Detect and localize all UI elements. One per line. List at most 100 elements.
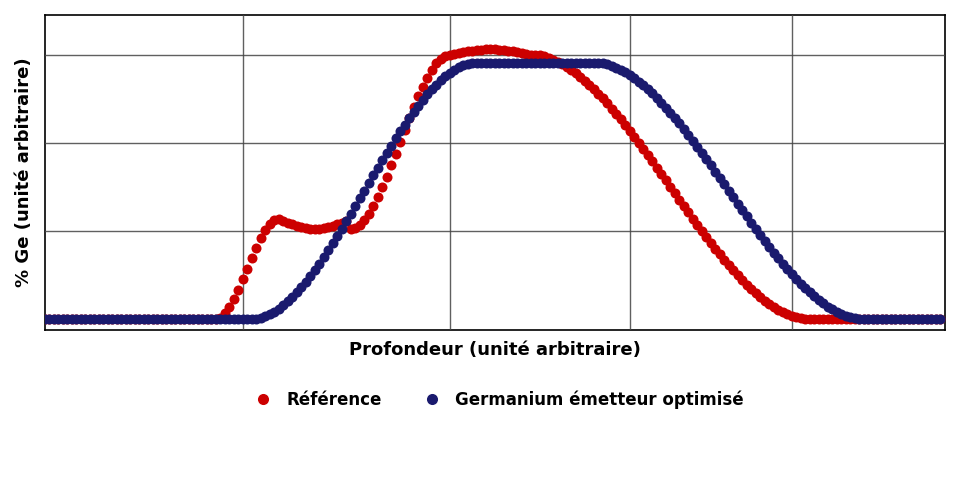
Point	[577, 59, 592, 66]
Point	[537, 53, 552, 61]
Point	[829, 308, 845, 316]
Point	[784, 270, 800, 278]
Point	[334, 225, 349, 233]
Point	[73, 315, 88, 323]
Point	[699, 155, 714, 163]
Point	[96, 315, 111, 323]
Point	[852, 315, 867, 323]
Point	[843, 313, 858, 321]
Point	[465, 47, 480, 55]
Point	[262, 220, 277, 228]
Point	[627, 133, 642, 141]
Point	[771, 254, 786, 262]
Point	[492, 46, 507, 54]
Point	[483, 45, 498, 53]
Point	[897, 315, 912, 323]
Point	[712, 174, 728, 182]
Point	[744, 219, 759, 226]
Point	[113, 315, 129, 323]
Point	[717, 256, 732, 264]
Point	[185, 315, 201, 323]
Point	[416, 82, 431, 90]
Point	[838, 312, 853, 320]
Point	[848, 315, 863, 323]
Point	[744, 285, 759, 293]
Point	[460, 60, 475, 68]
Point	[510, 59, 525, 66]
Point	[762, 300, 778, 308]
Point	[321, 246, 336, 254]
Point	[784, 312, 800, 320]
Point	[622, 71, 637, 79]
Point	[883, 315, 899, 323]
Point	[388, 134, 403, 142]
Point	[123, 315, 138, 323]
Point	[73, 315, 88, 323]
Point	[587, 59, 602, 66]
Point	[681, 208, 696, 216]
Point	[518, 59, 534, 66]
Point	[465, 59, 480, 67]
Point	[86, 315, 102, 323]
Point	[64, 315, 80, 323]
Point	[825, 305, 840, 313]
Point	[654, 99, 669, 106]
Point	[632, 78, 647, 85]
Point	[424, 66, 440, 74]
Point	[555, 60, 570, 68]
Point	[384, 162, 399, 169]
Point	[875, 315, 890, 323]
Point	[113, 315, 129, 323]
Point	[676, 202, 691, 210]
Point	[924, 315, 939, 323]
Point	[892, 315, 907, 323]
Point	[920, 315, 935, 323]
Point	[600, 100, 615, 107]
Point	[46, 315, 61, 323]
Point	[924, 315, 939, 323]
Point	[573, 73, 588, 81]
Point	[451, 63, 467, 71]
X-axis label: Profondeur (unité arbitraire): Profondeur (unité arbitraire)	[349, 342, 641, 359]
Point	[875, 315, 890, 323]
Point	[83, 315, 98, 323]
Point	[789, 275, 804, 283]
Point	[726, 193, 741, 201]
Point	[321, 224, 336, 231]
Point	[271, 305, 286, 313]
Point	[739, 281, 755, 288]
Point	[456, 48, 471, 56]
Point	[582, 81, 597, 88]
Point	[609, 110, 624, 118]
Point	[852, 315, 867, 323]
Point	[249, 315, 264, 323]
Point	[141, 315, 156, 323]
Point	[361, 179, 376, 187]
Point	[37, 315, 53, 323]
Point	[537, 59, 552, 66]
Point	[433, 76, 448, 84]
Point	[888, 315, 903, 323]
Point	[199, 315, 214, 323]
Point	[155, 315, 170, 323]
Point	[545, 56, 561, 63]
Point	[257, 312, 273, 320]
Point	[429, 60, 444, 67]
Point	[456, 61, 471, 69]
Point	[190, 315, 205, 323]
Point	[731, 200, 746, 207]
Point	[91, 315, 107, 323]
Point	[168, 315, 183, 323]
Point	[659, 177, 674, 184]
Point	[230, 315, 246, 323]
Point	[181, 315, 197, 323]
Point	[560, 63, 575, 71]
Point	[906, 315, 922, 323]
Point	[766, 303, 781, 311]
Point	[68, 315, 84, 323]
Point	[55, 315, 70, 323]
Point	[339, 217, 354, 225]
Point	[172, 315, 187, 323]
Point	[933, 315, 948, 323]
Point	[483, 59, 498, 66]
